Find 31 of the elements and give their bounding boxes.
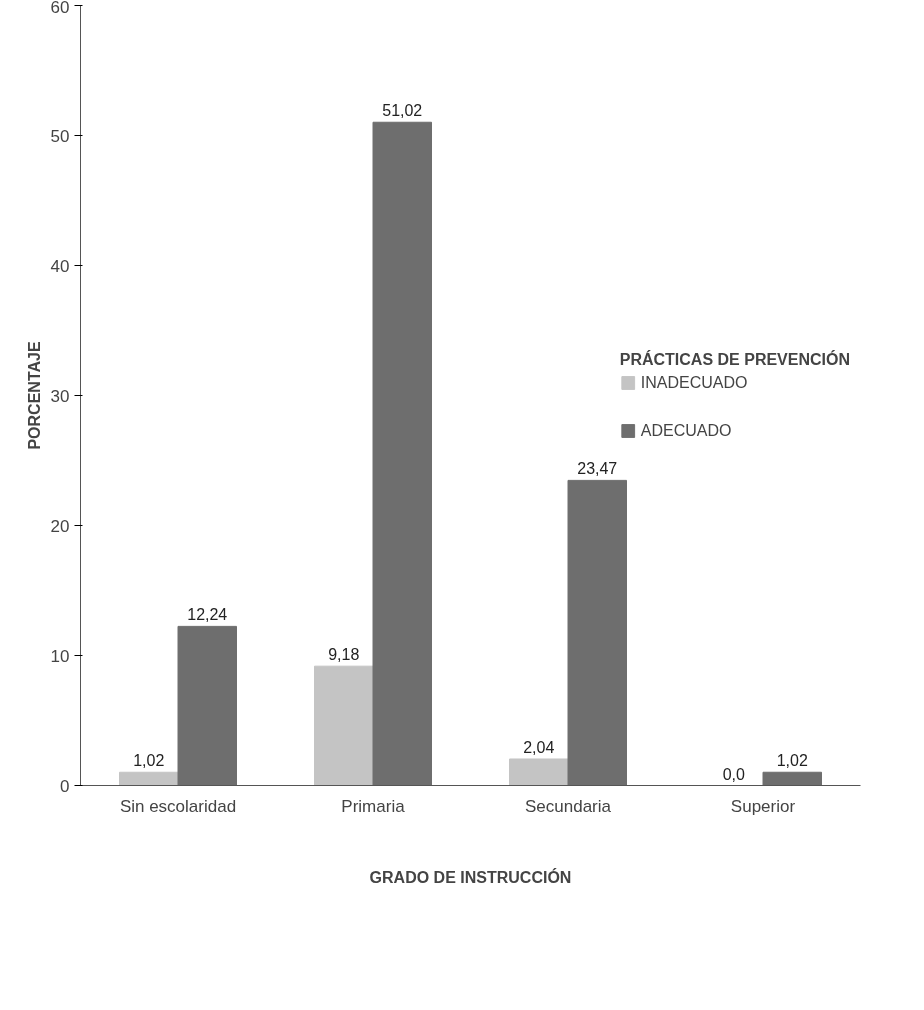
bar [372,121,432,786]
y-tick-label: 30 [50,386,70,406]
legend-label: INADECUADO [640,373,748,392]
bar [509,758,569,786]
y-tick-label: 10 [50,646,70,666]
data-label: 9,18 [328,646,360,664]
y-tick-label: 40 [50,256,70,276]
legend-label: ADECUADO [640,421,732,440]
x-tick-label: Primaria [341,796,406,816]
x-tick-label: Sin escolaridad [119,796,237,816]
y-tick-label: 60 [50,0,70,17]
x-tick-label: Superior [730,796,796,816]
y-axis-title: PORCENTAJE [25,341,43,450]
data-label: 2,04 [523,738,555,756]
data-label: 51,02 [382,102,423,120]
y-tick-label: 0 [60,776,70,796]
data-label: 0,0 [722,765,745,783]
bar [119,771,179,786]
y-tick-label: 50 [50,126,70,146]
legend-title: PRÁCTICAS DE PREVENCIÓN [619,350,850,369]
data-label: 23,47 [577,460,618,478]
x-tick-label: Secundaria [525,796,612,816]
y-tick-label: 20 [50,516,70,536]
bar [762,771,822,786]
x-axis-title: GRADO DE INSTRUCCIÓN [369,867,572,886]
bar [314,665,374,786]
bar [177,625,237,786]
data-label: 1,02 [776,752,808,770]
data-label: 12,24 [187,606,228,624]
data-label: 1,02 [133,752,165,770]
bar [567,479,627,786]
